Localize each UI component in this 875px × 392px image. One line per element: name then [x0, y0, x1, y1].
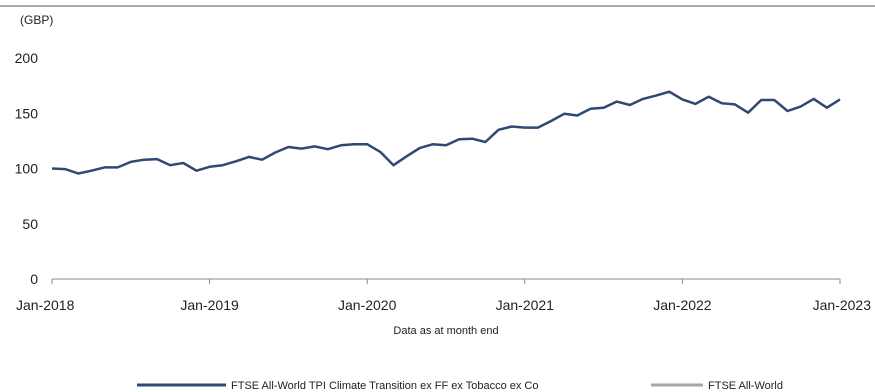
series-line-1: [51, 90, 841, 175]
x-axis: Jan-2018 Jan-2019 Jan-2020 Jan-2021 Jan-2022…: [16, 279, 871, 313]
legend-label-series-2: FTSE All-World: [708, 380, 783, 392]
y-tick-label: 100: [15, 161, 39, 177]
x-tick-label: Jan-2023: [813, 297, 872, 313]
x-tick-label: Jan-2019: [180, 297, 239, 313]
x-axis-title: Data as at month end: [393, 325, 498, 337]
x-tick-label: Jan-2021: [496, 297, 555, 313]
legend-item-series-2: FTSE All-World: [651, 380, 783, 392]
y-axis: 0 50 100 150 200: [15, 50, 39, 287]
x-tick-label: Jan-2020: [338, 297, 397, 313]
y-unit-label: (GBP): [20, 13, 53, 27]
legend: FTSE All-World TPI Climate Transition ex…: [137, 380, 783, 392]
y-tick-label: 150: [15, 105, 39, 121]
y-tick-label: 200: [15, 50, 39, 66]
legend-item-series-1: FTSE All-World TPI Climate Transition ex…: [137, 380, 539, 392]
y-tick-label: 50: [22, 216, 38, 232]
x-tick-label: Jan-2022: [653, 297, 712, 313]
x-tick-label: Jan-2018: [16, 297, 75, 313]
legend-label-series-1: FTSE All-World TPI Climate Transition ex…: [231, 380, 539, 392]
y-tick-label: 0: [30, 271, 38, 287]
series-lines: [51, 90, 841, 175]
